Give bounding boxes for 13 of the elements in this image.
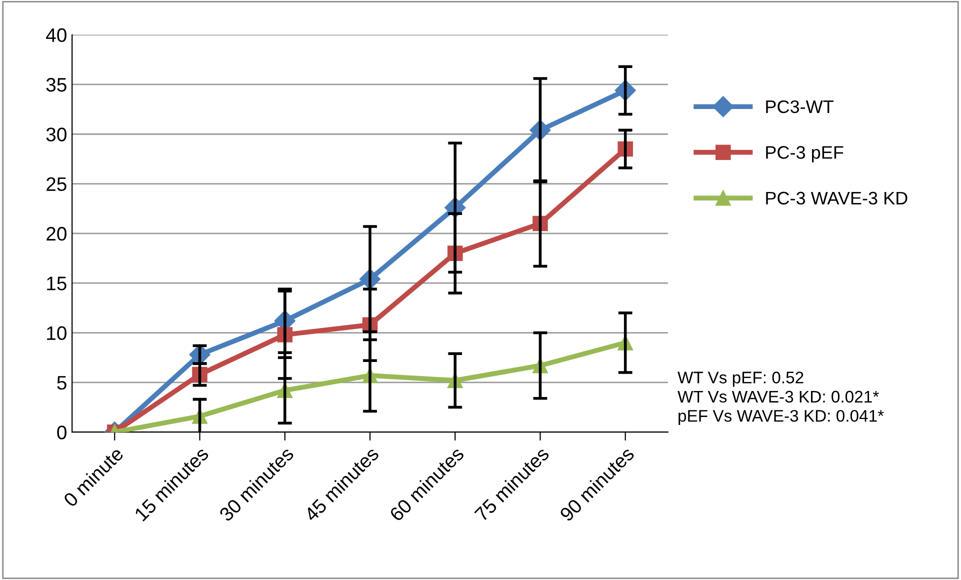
y-tick-label: 5 (57, 376, 66, 390)
y-tick-label: 35 (46, 78, 66, 92)
y-tick-label: 15 (47, 276, 66, 290)
y-tick-label: 40 (46, 28, 66, 42)
y-tick-label: 30 (46, 128, 66, 142)
y-tick-label: 25 (46, 177, 66, 192)
legend-label: PC-3 pEF (766, 146, 844, 162)
y-tick-label: 20 (46, 226, 66, 241)
legend-label: PC3-WT (766, 100, 834, 114)
legend-label: PC-3 WAVE-3 KD (766, 192, 908, 205)
text: WT Vs pEF: 0.52 WT Vs WAVE-3 KD: 0.021* pEF Vs WAVE-3 KD: 0.041* (678, 372, 884, 426)
y-tick-label: 10 (47, 326, 66, 340)
y-tick-label: 0 (57, 426, 66, 440)
